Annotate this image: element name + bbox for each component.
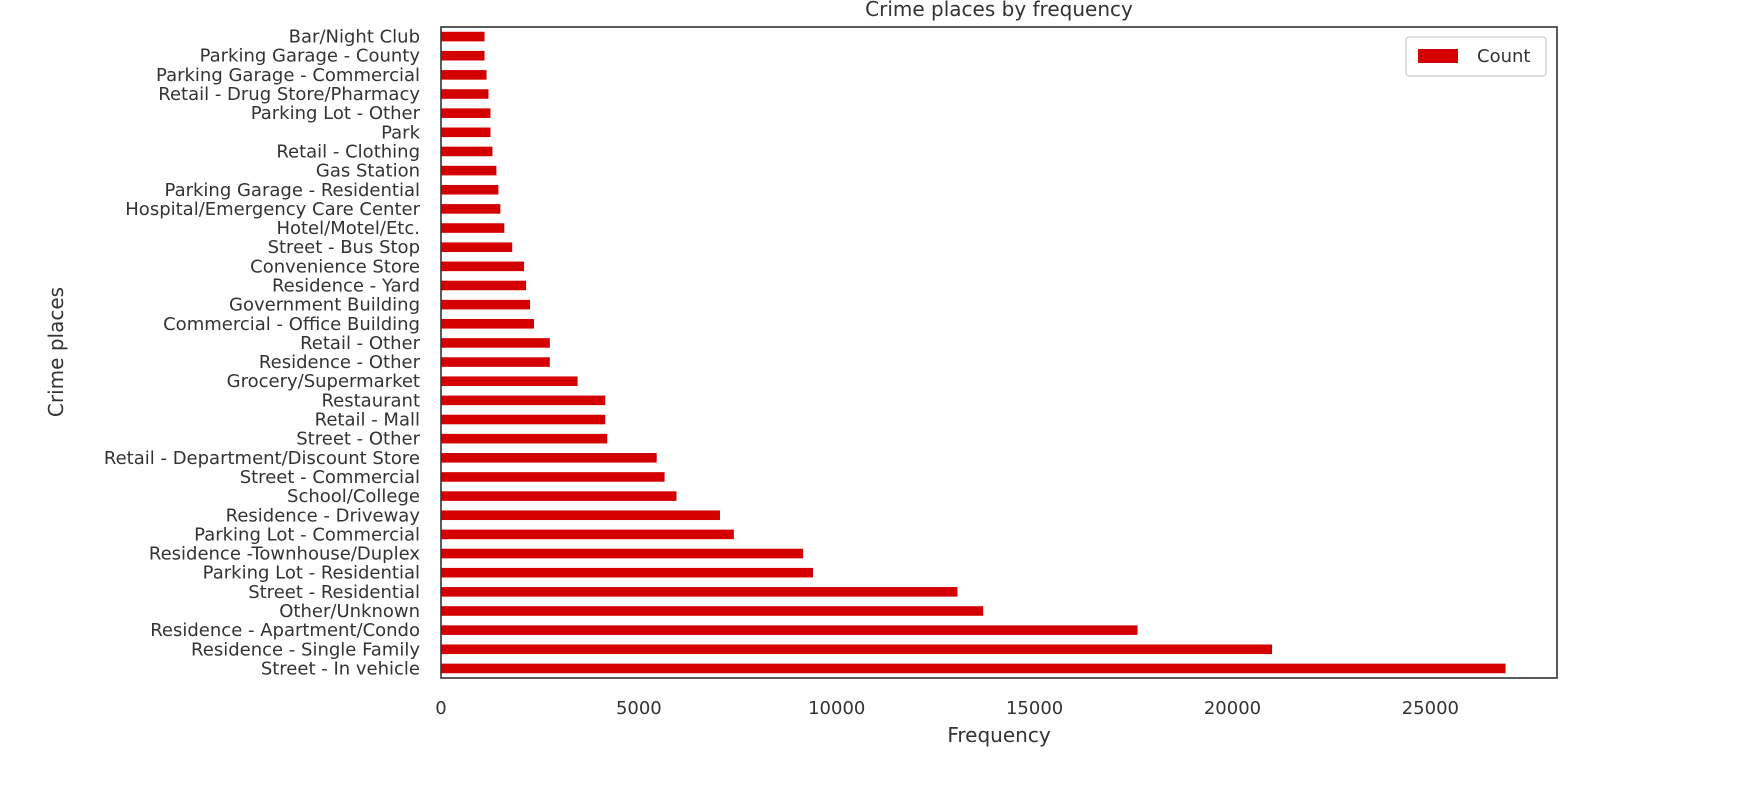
- x-tick-label: 20000: [1204, 698, 1261, 719]
- bar: [441, 510, 720, 521]
- bar: [441, 261, 525, 272]
- y-tick-label: Grocery/Supermarket: [227, 371, 420, 392]
- bar: [441, 548, 804, 559]
- bar: [441, 127, 491, 138]
- y-tick-label: Street - Other: [296, 429, 420, 450]
- bar: [441, 280, 527, 291]
- bar: [441, 395, 606, 406]
- legend-box: [1405, 36, 1547, 77]
- x-axis-label: Frequency: [947, 723, 1050, 747]
- bar: [441, 625, 1138, 635]
- x-tick-label: 0: [435, 698, 446, 719]
- y-tick-label: Residence - Apartment/Condo: [150, 620, 420, 641]
- chart-title: Crime places by frequency: [865, 0, 1133, 21]
- y-tick-label: Commercial - Office Building: [163, 314, 420, 335]
- legend-label: Count: [1477, 46, 1530, 67]
- bar: [441, 453, 657, 463]
- y-tick-label: School/College: [287, 486, 420, 507]
- bar: [441, 184, 499, 195]
- y-tick-label: Hospital/Emergency Care Center: [125, 199, 420, 220]
- bar: [441, 299, 531, 310]
- y-tick-label: Bar/Night Club: [289, 27, 420, 48]
- y-tick-label: Government Building: [229, 295, 420, 316]
- bar: [441, 242, 513, 252]
- bar: [441, 529, 734, 540]
- y-tick-label: Retail - Mall: [315, 410, 420, 431]
- bar: [441, 70, 487, 80]
- y-tick-label: Hotel/Motel/Etc.: [276, 218, 420, 239]
- y-tick-label: Street - Bus Stop: [268, 237, 420, 258]
- y-tick-label: Parking Lot - Residential: [203, 563, 420, 584]
- y-tick-label: Parking Garage - Residential: [165, 180, 420, 201]
- bar: [441, 606, 984, 616]
- bar: [441, 587, 958, 597]
- y-tick-label: Retail - Other: [300, 333, 421, 354]
- y-tick-label: Retail - Department/Discount Store: [104, 448, 420, 469]
- bar: [441, 433, 608, 444]
- x-tick-label: 15000: [1006, 698, 1063, 719]
- x-tick-label: 10000: [808, 698, 865, 719]
- x-tick-label: 5000: [616, 698, 662, 719]
- bar: [441, 223, 505, 233]
- bar: [441, 146, 493, 157]
- plot-frame: [440, 26, 1558, 679]
- bar: [441, 567, 813, 578]
- y-axis-label: Crime places: [44, 287, 68, 417]
- y-tick-label: Restaurant: [321, 390, 420, 411]
- y-tick-label: Parking Lot - Commercial: [194, 524, 420, 545]
- y-tick-label: Retail - Drug Store/Pharmacy: [158, 84, 420, 105]
- y-tick-label: Retail - Clothing: [276, 141, 420, 162]
- y-tick-label: Park: [381, 122, 420, 143]
- bar: [441, 357, 550, 367]
- bar: [441, 165, 497, 176]
- y-tick-label: Convenience Store: [250, 256, 420, 277]
- bar: [441, 318, 534, 329]
- y-tick-label: Street - In vehicle: [261, 658, 420, 679]
- y-tick-label: Residence - Single Family: [191, 639, 420, 660]
- bar: [441, 472, 665, 482]
- bar: [441, 50, 485, 61]
- bar: [441, 376, 578, 387]
- legend-swatch: [1418, 49, 1458, 63]
- y-tick-label: Gas Station: [316, 161, 420, 182]
- y-tick-label: Residence - Yard: [272, 275, 420, 296]
- y-tick-label: Other/Unknown: [279, 601, 420, 622]
- y-tick-label: Residence - Driveway: [226, 505, 421, 526]
- bar: [441, 663, 1506, 674]
- y-tick-label: Parking Garage - Commercial: [156, 65, 420, 86]
- bar: [441, 414, 606, 425]
- y-tick-label: Street - Commercial: [240, 467, 420, 488]
- bar: [441, 491, 677, 501]
- y-tick-label: Parking Garage - County: [200, 46, 421, 67]
- bar: [441, 108, 491, 118]
- bar: [441, 31, 485, 42]
- y-tick-label: Residence - Other: [259, 352, 421, 373]
- y-tick-label: Parking Lot - Other: [251, 103, 421, 124]
- bar: [441, 338, 550, 348]
- legend: Count: [1405, 36, 1547, 77]
- bar: [441, 204, 501, 214]
- bar: [441, 644, 1273, 655]
- x-tick-label: 25000: [1402, 698, 1459, 719]
- y-tick-label: Street - Residential: [248, 582, 420, 603]
- bar: [441, 89, 489, 99]
- y-tick-label: Residence -Townhouse/Duplex: [149, 544, 420, 565]
